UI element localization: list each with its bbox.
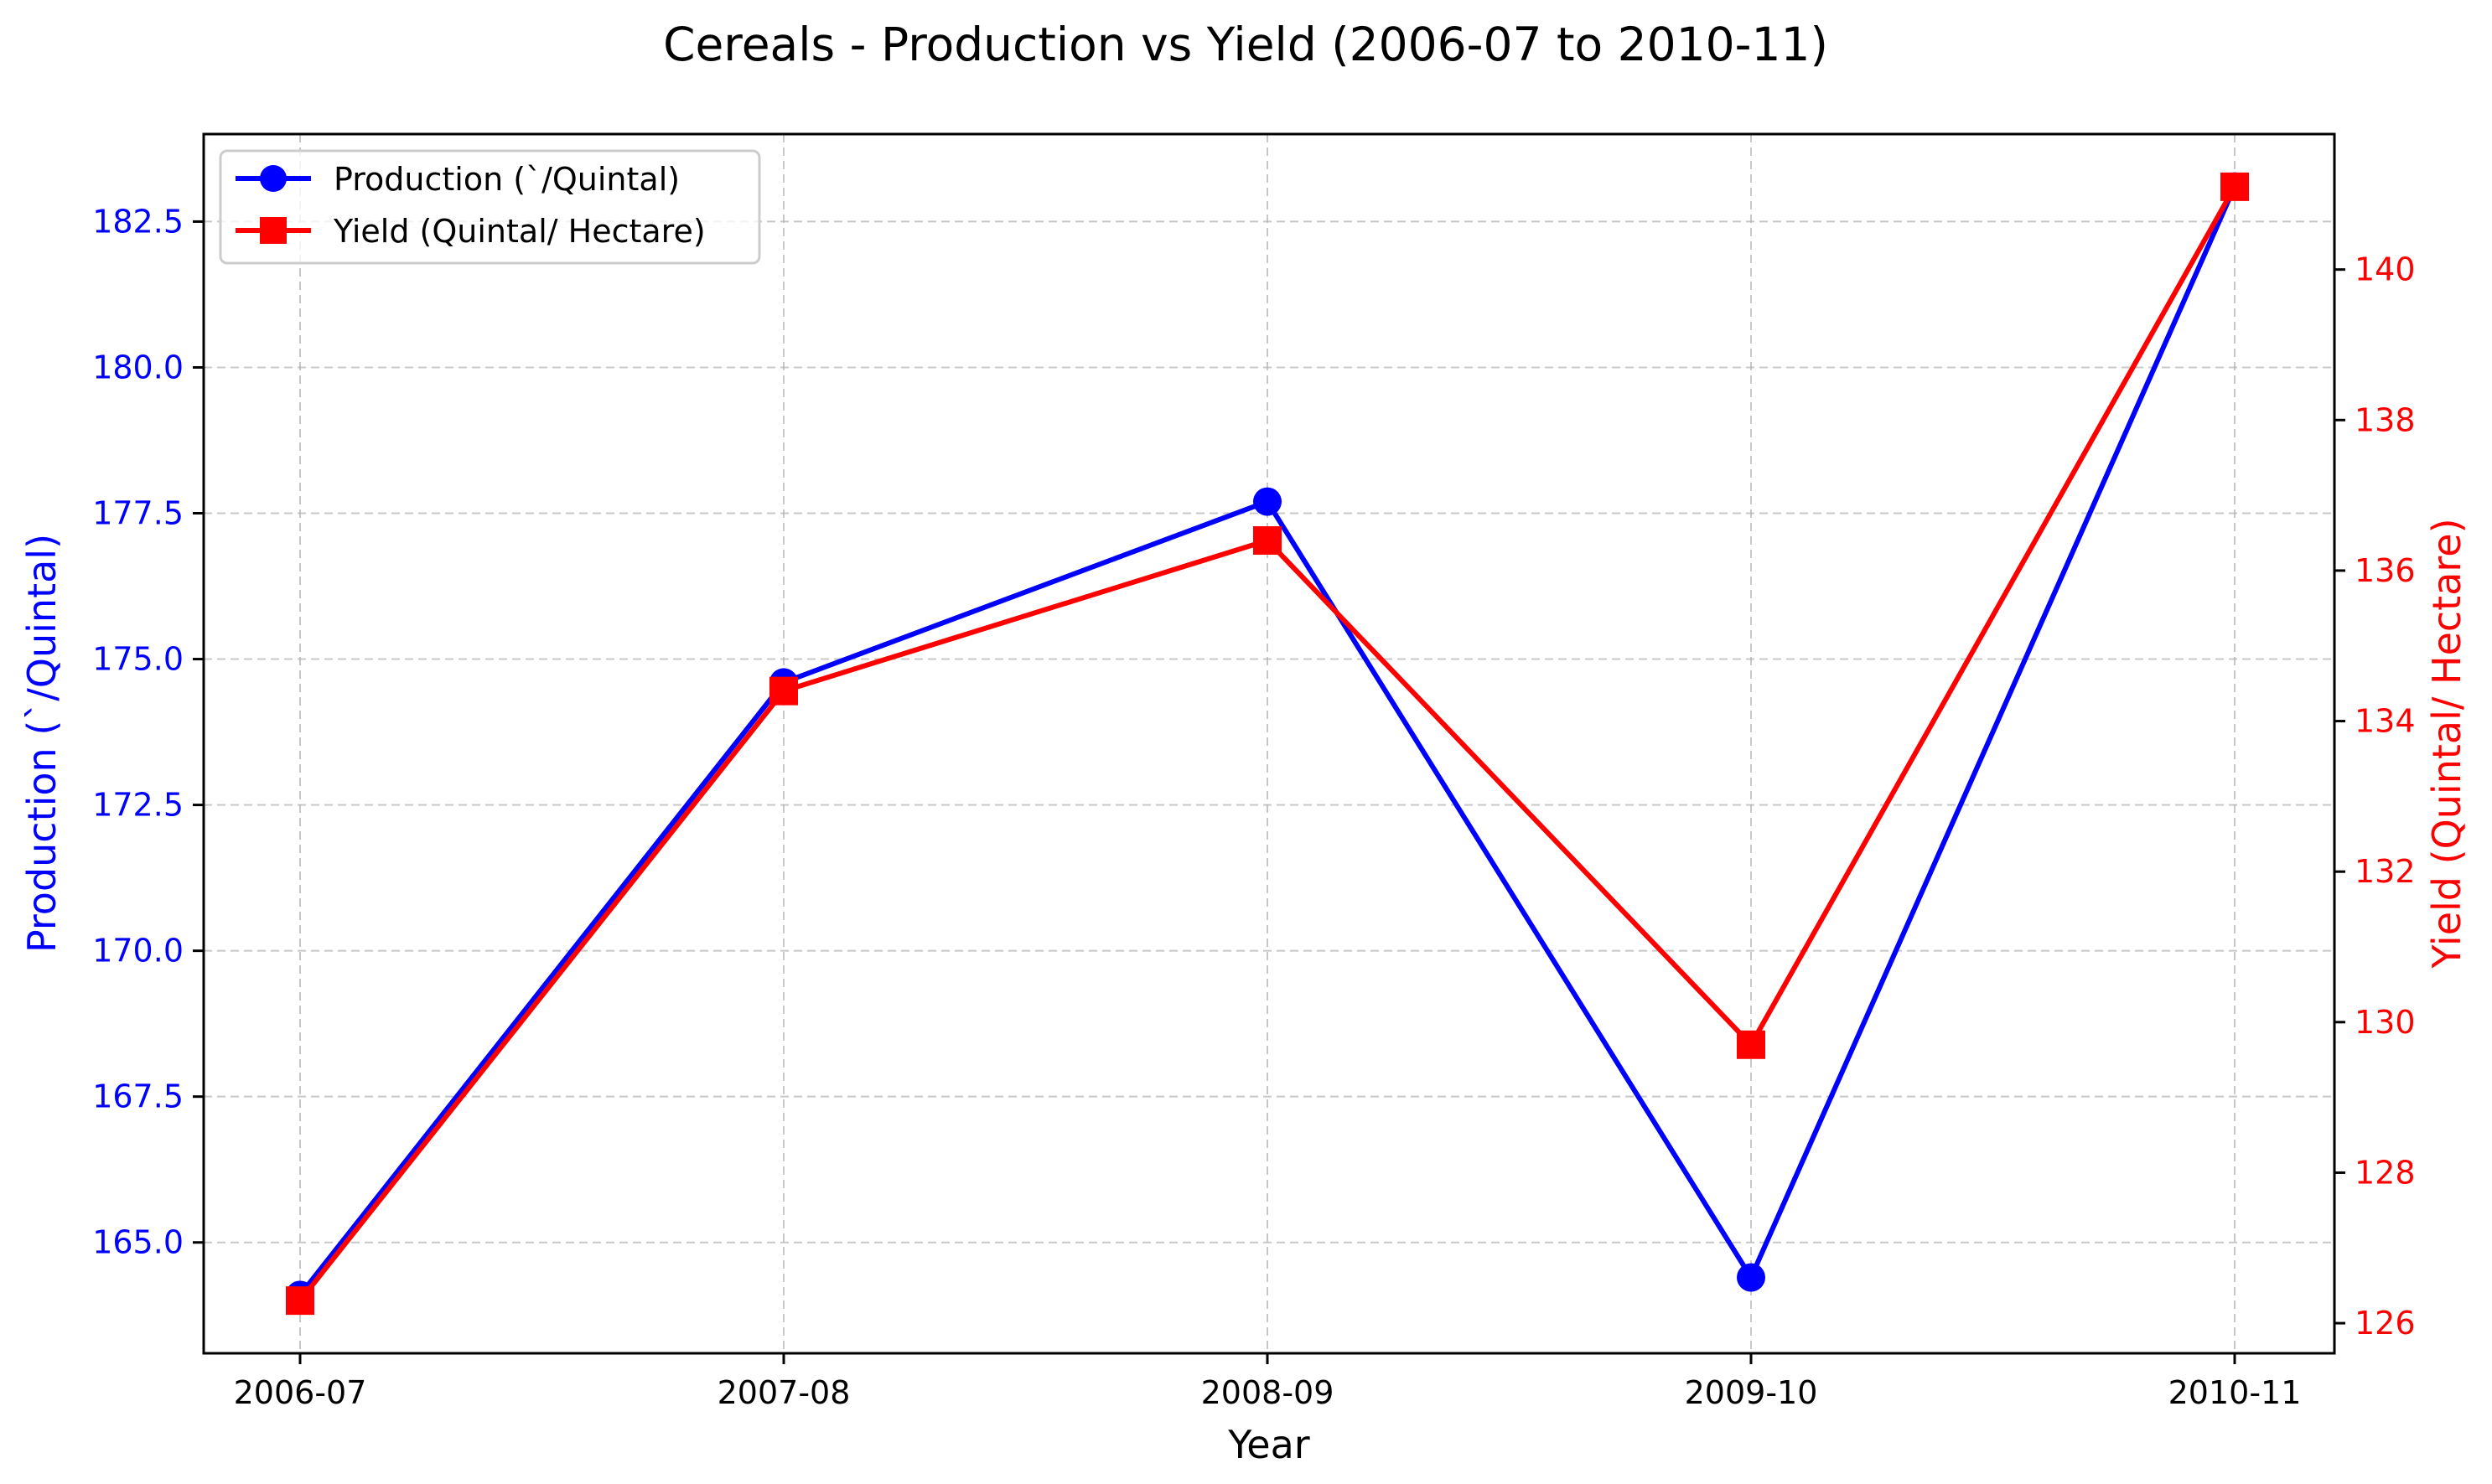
y-left-tick-label: 165.0 <box>92 1224 184 1261</box>
data-point-production <box>1253 487 1282 516</box>
y-right-tick-label: 130 <box>2355 1004 2416 1041</box>
y-right-tick-label: 136 <box>2355 552 2416 589</box>
data-point-yield <box>769 676 798 706</box>
legend: Production (`/Quintal) Yield (Quintal/ H… <box>219 149 761 265</box>
legend-label-production: Production (`/Quintal) <box>334 161 680 198</box>
y-left-tick-label: 177.5 <box>92 495 184 532</box>
chart-title: Cereals - Production vs Yield (2006-07 t… <box>663 18 1828 71</box>
data-point-production <box>1737 1263 1765 1292</box>
x-tick-label: 2010-11 <box>2168 1374 2302 1411</box>
legend-marker-yield <box>260 217 287 244</box>
y-axis-left: 165.0 167.5 170.0 172.5 175.0 177.5 180.0 182.5 <box>92 203 204 1261</box>
y-left-tick-label: 170.0 <box>92 933 184 970</box>
y-right-tick-label: 126 <box>2355 1305 2416 1342</box>
y-left-tick-label: 180.0 <box>92 349 184 385</box>
y-right-tick-label: 138 <box>2355 401 2416 438</box>
plot-frame <box>202 132 2336 1355</box>
legend-marker-production <box>260 165 287 192</box>
data-point-yield <box>2220 172 2249 201</box>
y-right-tick-label: 140 <box>2355 251 2416 288</box>
y-right-tick-label: 132 <box>2355 853 2416 890</box>
legend-box <box>219 149 761 265</box>
x-tick-label: 2008-09 <box>1201 1374 1334 1411</box>
y-left-tick-label: 167.5 <box>92 1078 184 1115</box>
data-point-yield <box>1253 526 1282 555</box>
y-left-tick-label: 172.5 <box>92 787 184 824</box>
data-point-yield <box>1737 1030 1765 1059</box>
x-tick-label: 2006-07 <box>234 1374 367 1411</box>
y-axis-left-label: Production (`/Quintal) <box>19 534 65 953</box>
y-axis-right-label: Yield (Quintal/ Hectare) <box>2424 518 2469 969</box>
data-point-yield <box>286 1286 314 1316</box>
y-left-tick-label: 175.0 <box>92 641 184 678</box>
x-axis: 2006-07 2007-08 2008-09 2009-10 2010-11 <box>234 1353 2302 1411</box>
x-tick-label: 2007-08 <box>718 1374 851 1411</box>
x-tick-label: 2009-10 <box>1685 1374 1818 1411</box>
y-right-tick-label: 128 <box>2355 1154 2416 1191</box>
y-axis-right: 126 128 130 132 134 136 138 140 <box>2334 251 2416 1342</box>
legend-label-yield: Yield (Quintal/ Hectare) <box>333 213 706 250</box>
x-axis-label: Year <box>1227 1422 1309 1467</box>
series-layer <box>286 172 2249 1316</box>
y-left-tick-label: 182.5 <box>92 203 184 240</box>
y-right-tick-label: 134 <box>2355 703 2416 740</box>
